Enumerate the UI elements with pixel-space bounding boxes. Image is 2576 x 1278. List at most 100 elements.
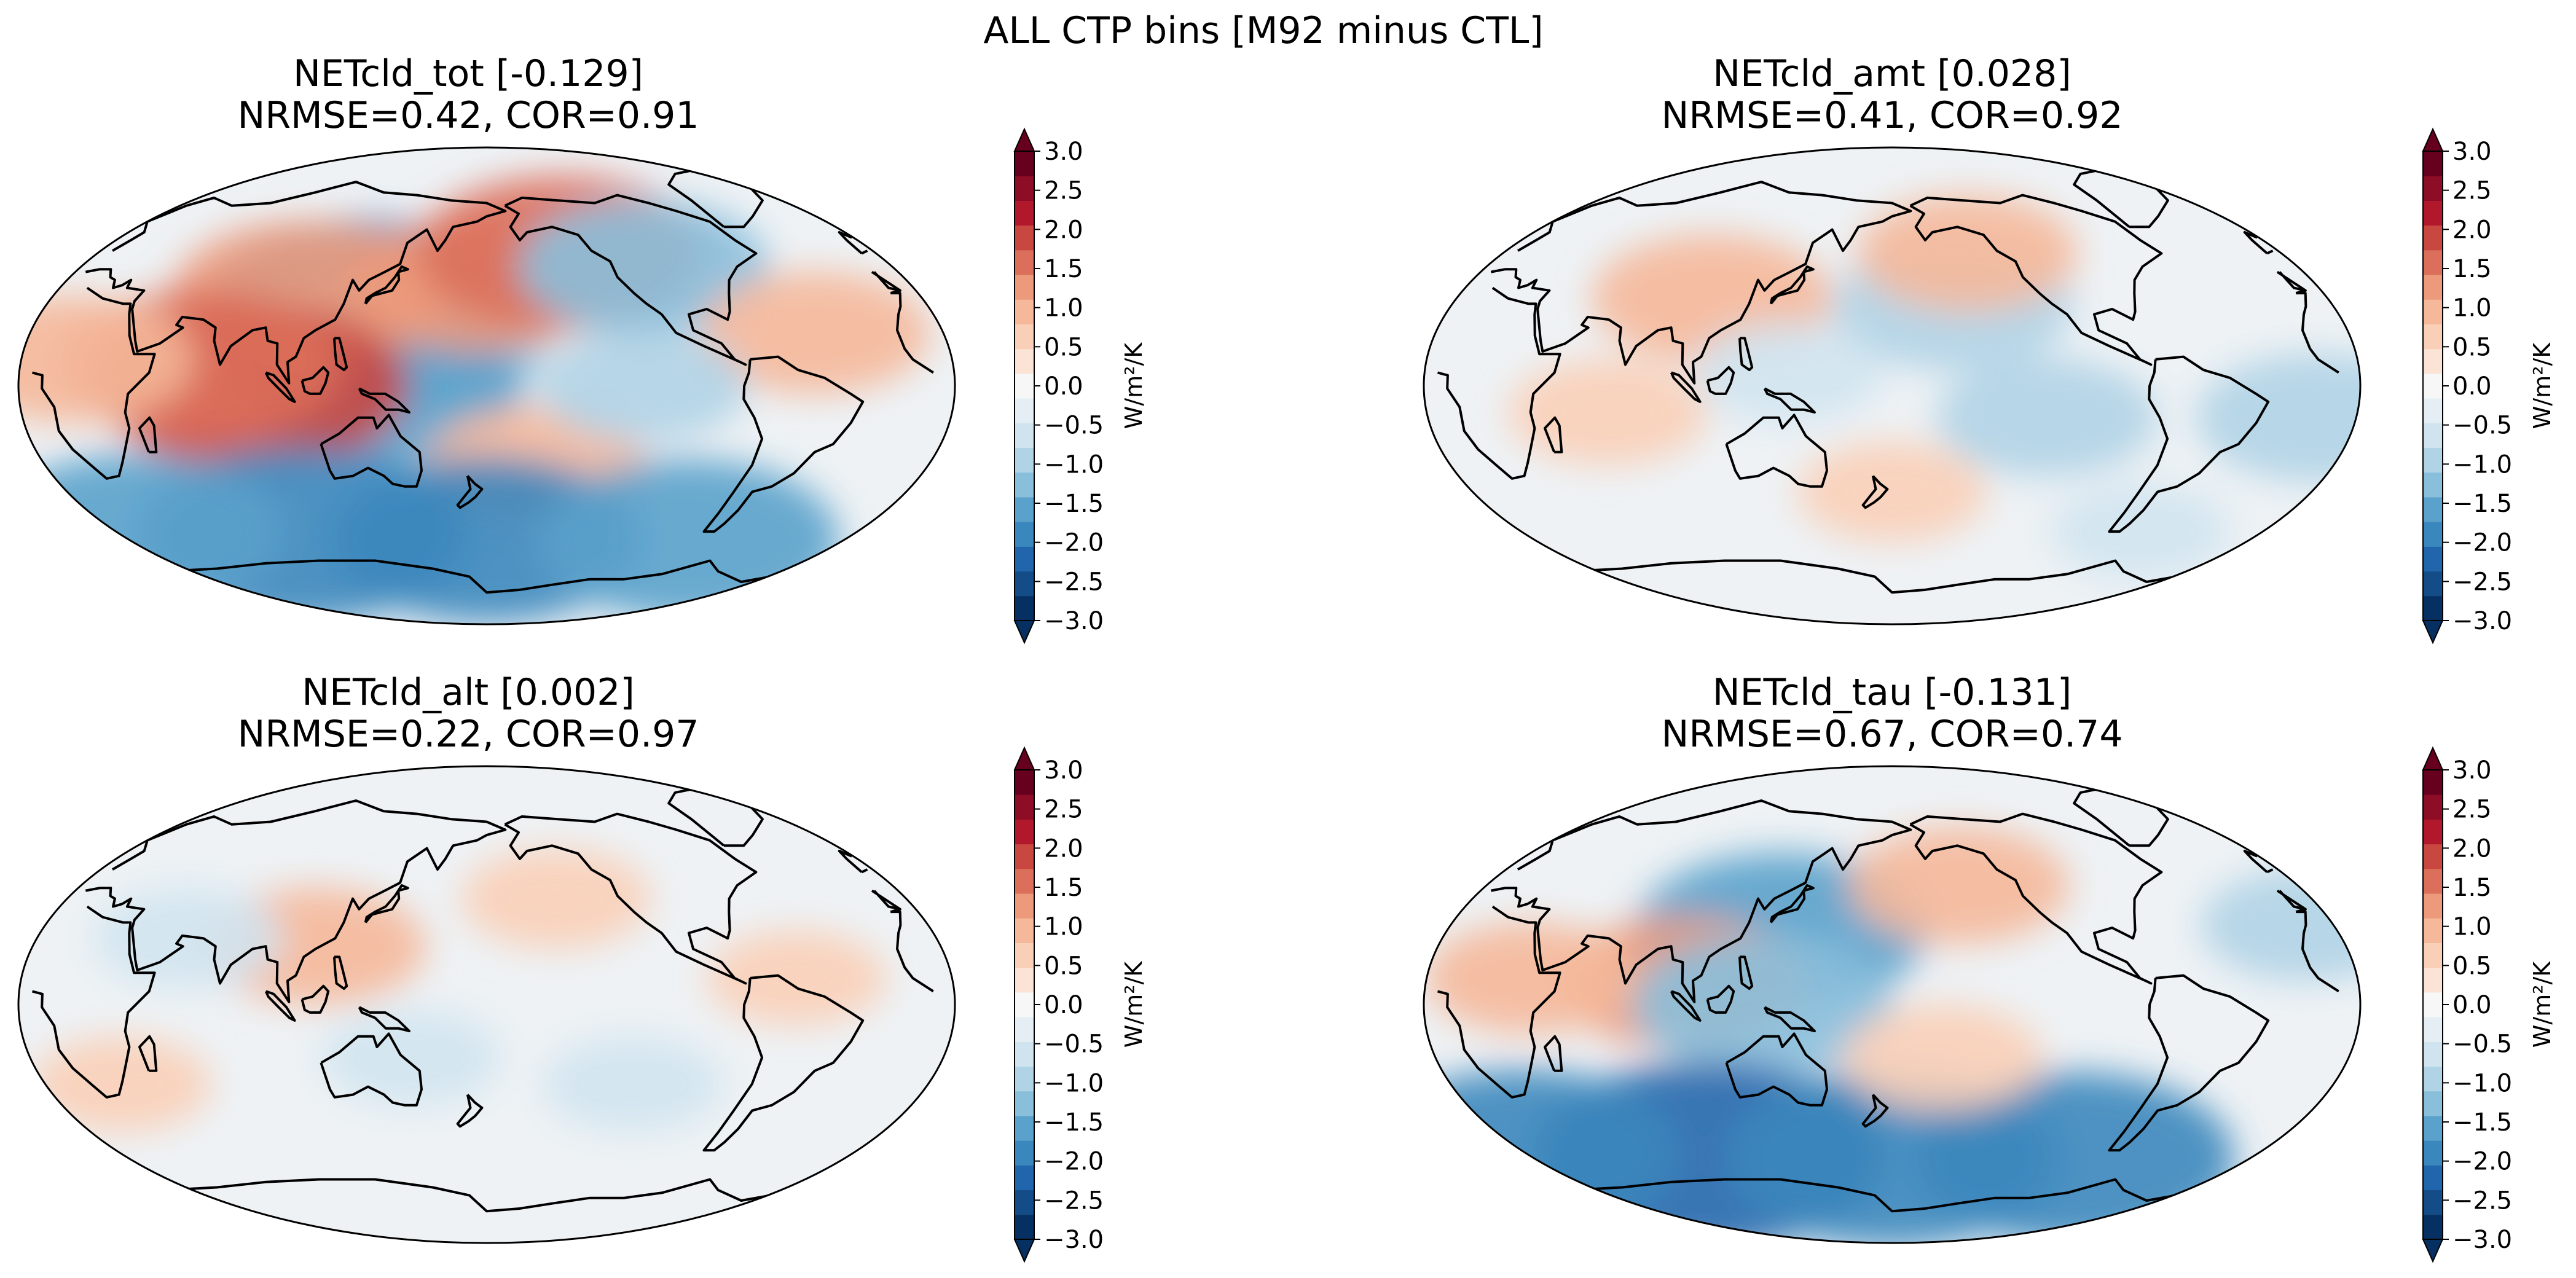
colorbar-segment xyxy=(1015,918,1034,943)
coastline-new-zealand xyxy=(1861,475,1889,509)
colorbar-segment xyxy=(1015,176,1034,201)
colorbar-segment xyxy=(1015,868,1034,894)
coastline-borneo xyxy=(300,366,330,395)
colorbar-segment xyxy=(1015,151,1034,176)
colorbar-segment xyxy=(2423,1214,2443,1240)
coastline-new-zealand xyxy=(456,1094,484,1128)
colorbar-segment xyxy=(2423,496,2443,522)
colorbar-extend-max xyxy=(2422,746,2444,770)
colorbar-extend-min xyxy=(2422,1239,2444,1263)
colorbar-segment xyxy=(1015,522,1034,547)
coastline-madagascar xyxy=(1544,1035,1563,1072)
coastline-north-america xyxy=(504,812,758,985)
colorbar-segment xyxy=(2423,770,2443,795)
colorbar-segment xyxy=(1015,1214,1034,1240)
colorbar-tick-label: 0.5 xyxy=(1044,333,1083,361)
coastline-new-guinea xyxy=(1763,387,1816,414)
panels-container: NETcld_tot [-0.129]NRMSE=0.42, COR=0.91 3… xyxy=(17,52,2556,1263)
colorbar-segment xyxy=(2423,1017,2443,1042)
colorbar-tick-label: 0.5 xyxy=(1044,952,1083,980)
colorbar-tick-label: 1.5 xyxy=(2452,255,2492,283)
coastline-eurasia xyxy=(85,799,901,1003)
colorbar-tick-label: 0.5 xyxy=(2452,333,2492,361)
panel-stats: NRMSE=0.67, COR=0.74 xyxy=(1661,713,2122,756)
coastline-new-guinea xyxy=(358,1006,410,1033)
colorbar-segment xyxy=(2423,844,2443,869)
colorbar-segment xyxy=(2423,200,2443,226)
colorbar-segment xyxy=(2423,176,2443,201)
colorbar-tick-label: −2.0 xyxy=(1044,529,1104,557)
colorbar-segment xyxy=(2423,794,2443,820)
colorbar: 3.0 2.5 2.0 1.5 1.0 0.5 0.0 −0.5 −1.0 −1.5 −2.0 −2.… xyxy=(2422,746,2556,1263)
colorbar-segment xyxy=(1015,200,1034,226)
colorbar-segment xyxy=(1015,472,1034,498)
coastline-north-america xyxy=(1909,812,2163,985)
panel-stats: NRMSE=0.42, COR=0.91 xyxy=(237,94,699,137)
colorbar-tick-label: −0.5 xyxy=(1044,1030,1104,1059)
map-panel-4: NETcld_tau [-0.131]NRMSE=0.67, COR=0.74 3… xyxy=(1423,671,2556,1263)
coastline-japan xyxy=(1769,265,1815,305)
anomaly-blob xyxy=(699,271,930,394)
map-area xyxy=(17,146,956,625)
anomaly-blob xyxy=(537,459,839,620)
colorbar-tick-label: 0.0 xyxy=(2452,991,2492,1019)
colorbar-segment xyxy=(1015,348,1034,374)
colorbar-tick-label: 3.0 xyxy=(2452,138,2492,166)
colorbar-segment xyxy=(2423,423,2443,449)
colorbar-tick-label: −1.5 xyxy=(1044,490,1104,518)
coastline-australia xyxy=(1725,1032,1828,1107)
colorbar-segment xyxy=(1015,225,1034,251)
coastline-uk xyxy=(838,231,868,255)
anomaly-blob xyxy=(1848,826,2070,944)
colorbar-segment xyxy=(1015,893,1034,919)
colorbar-tick-label: −3.0 xyxy=(1044,607,1104,635)
colorbar-segment xyxy=(1015,1140,1034,1166)
colorbar-segment xyxy=(2423,1190,2443,1215)
colorbar-segment xyxy=(1015,571,1034,597)
coastline-japan xyxy=(1769,884,1815,923)
colorbar-tick-label: 2.0 xyxy=(1044,216,1083,244)
colorbar-segment xyxy=(1015,249,1034,275)
map-background xyxy=(18,766,955,1243)
colorbar-tick-label: −1.0 xyxy=(1044,450,1104,479)
colorbar-segment xyxy=(2423,967,2443,993)
colorbar-segment xyxy=(2423,1140,2443,1166)
coastline-philippines xyxy=(1738,337,1754,372)
colorbar-segment xyxy=(1015,1066,1034,1092)
coastline-sumatra xyxy=(264,371,296,403)
anomaly-blob xyxy=(1632,935,1893,1075)
coastline-japan xyxy=(364,884,409,923)
colorbar-segment xyxy=(1015,546,1034,572)
map-area xyxy=(1423,765,2362,1244)
coastline-uk xyxy=(2243,850,2274,874)
colorbar-tick-label: −2.5 xyxy=(2452,568,2512,596)
colorbar-tick-label: −3.0 xyxy=(2452,1226,2512,1254)
colorbar-tick-label: 2.0 xyxy=(1044,834,1083,863)
colorbar-segment xyxy=(1015,992,1034,1017)
colorbar-tick-label: 3.0 xyxy=(1044,138,1083,166)
coastline-antarctica xyxy=(1571,559,2213,594)
colorbar-segment xyxy=(1015,794,1034,820)
colorbar-tick-label: −2.0 xyxy=(2452,1148,2512,1176)
coastlines xyxy=(1437,786,2339,1213)
panel-title: NETcld_tau [-0.131] xyxy=(1713,671,2072,714)
coastline-antarctica xyxy=(166,559,807,594)
colorbar-segment xyxy=(2423,943,2443,968)
colorbar-segment xyxy=(2423,546,2443,572)
colorbar-segment xyxy=(2423,225,2443,251)
anomaly-blob xyxy=(18,453,281,610)
colorbar-segment xyxy=(1015,275,1034,300)
colorbar-segment xyxy=(2423,348,2443,374)
colorbar-extend-min xyxy=(1013,1239,1035,1263)
anomaly-blob xyxy=(1797,441,1987,543)
coastline-australia xyxy=(1725,414,1828,488)
colorbar-label: W/m²/K xyxy=(2529,342,2556,429)
colorbar-segment xyxy=(2423,1091,2443,1116)
coastline-south-america xyxy=(2108,355,2270,533)
coastline-new-zealand xyxy=(1861,1094,1889,1128)
colorbar-extend-max xyxy=(2422,127,2444,152)
colorbar-tick-label: −0.5 xyxy=(2452,1030,2512,1059)
colorbar-segment xyxy=(1015,967,1034,993)
colorbar-tick-label: −1.0 xyxy=(2452,1069,2512,1097)
colorbar-segment xyxy=(1015,496,1034,522)
